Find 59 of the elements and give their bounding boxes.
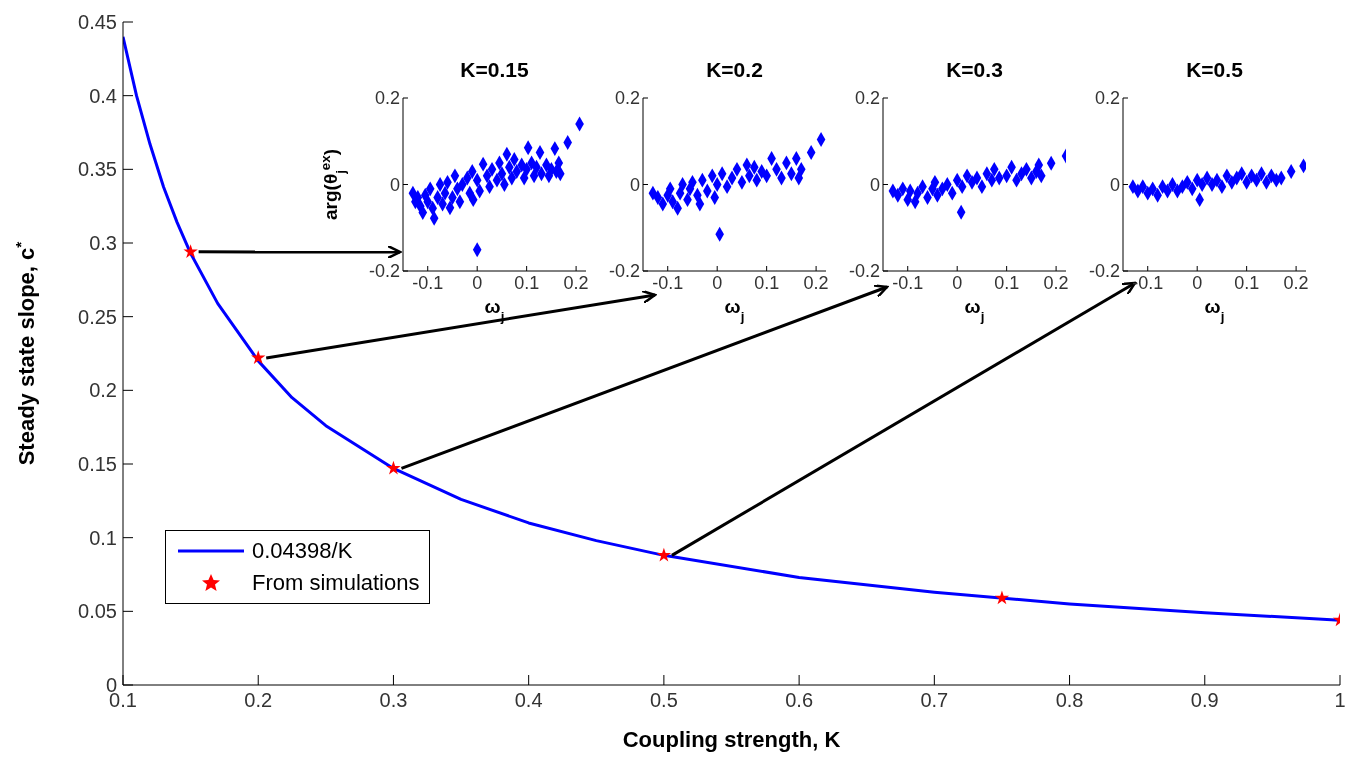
legend-label: From simulations — [252, 570, 420, 596]
x-tick-label: 0.1 — [514, 272, 540, 293]
x-axis-title: Coupling strength, K — [622, 727, 841, 752]
x-tick-label: 0.9 — [1190, 689, 1219, 712]
y-tick-label: 0.2 — [854, 88, 880, 109]
y-tick-label: 0.25 — [78, 305, 117, 328]
x-tick-label: 0.1 — [1234, 272, 1260, 293]
y-tick-label: 0 — [389, 174, 400, 195]
chart-title: K=0.3 — [945, 57, 1004, 83]
y-tick-label: 0.15 — [78, 453, 117, 476]
x-tick-label: 0 — [472, 272, 483, 293]
point — [183, 244, 198, 258]
x-tick-label: 0.1 — [754, 272, 780, 293]
x-tick-label: 0.2 — [563, 272, 589, 293]
x-tick-label: 0.6 — [785, 689, 814, 712]
y-tick-label: 0.1 — [89, 526, 117, 549]
y-tick-label: 0 — [869, 174, 880, 195]
x-tick-label: 0 — [712, 272, 723, 293]
point — [386, 460, 401, 475]
y-tick-label: 0 — [629, 174, 640, 195]
legend-label: 0.04398/K — [252, 538, 353, 564]
y-tick-label: 0.05 — [78, 600, 117, 623]
x-axis-title: ω$_{j}$ — [964, 296, 985, 324]
y-tick-label: -0.2 — [608, 261, 640, 282]
x-tick-label: 0.5 — [649, 689, 678, 712]
x-axis-title: ω$_{j}$ — [1204, 296, 1225, 324]
y-tick-label: -0.2 — [848, 261, 880, 282]
y-tick-label: 0.2 — [374, 88, 400, 109]
x-tick-label: -0.1 — [892, 272, 924, 293]
chart-title: K=0.2 — [705, 57, 764, 83]
x-tick-label: 0.2 — [1283, 272, 1309, 293]
x-tick-label: -0.1 — [1132, 272, 1164, 293]
point — [994, 590, 1010, 605]
chart-title: K=0.15 — [459, 57, 530, 83]
x-tick-label: 0.2 — [803, 272, 829, 293]
y-tick-label: 0 — [1109, 174, 1120, 195]
point — [656, 547, 672, 562]
y-tick-label: 0.45 — [78, 11, 117, 34]
x-tick-label: 0.2 — [244, 689, 273, 712]
y-tick-label: 0.2 — [89, 379, 117, 402]
x-tick-label: 0.1 — [994, 272, 1020, 293]
y-tick-label: 0.4 — [89, 84, 117, 107]
x-axis-title: ω$_{j}$ — [724, 296, 745, 324]
chart-title: K=0.5 — [1185, 57, 1244, 83]
x-tick-label: -0.1 — [652, 272, 684, 293]
y-tick-label: -0.2 — [1088, 261, 1120, 282]
x-tick-label: 0 — [952, 272, 963, 293]
x-tick-label: -0.1 — [412, 272, 444, 293]
y-tick-label: 0.3 — [89, 232, 117, 255]
x-tick-label: 1 — [1334, 689, 1346, 712]
x-tick-label: 0.4 — [514, 689, 543, 712]
x-tick-label: 0.2 — [1043, 272, 1069, 293]
x-tick-label: 0.7 — [920, 689, 949, 712]
x-tick-label: 0.8 — [1055, 689, 1084, 712]
y-tick-label: 0.35 — [78, 158, 117, 181]
y-tick-label: -0.2 — [368, 261, 400, 282]
y-tick-label: 0.2 — [614, 88, 640, 109]
x-tick-label: 0 — [1192, 272, 1203, 293]
y-tick-label: 0.2 — [1094, 88, 1120, 109]
